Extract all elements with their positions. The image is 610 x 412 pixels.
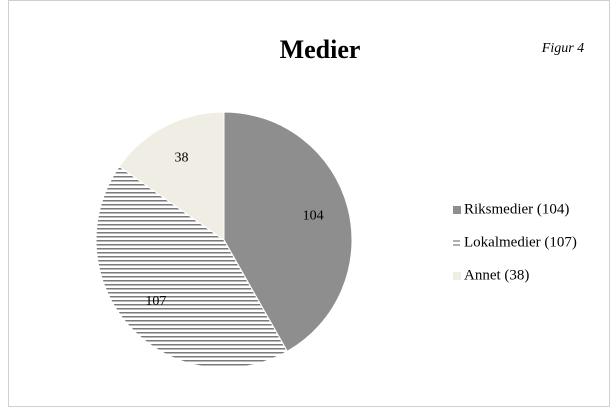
pie-slice	[118, 111, 225, 241]
pie-slice	[223, 111, 353, 352]
legend-marker	[453, 206, 461, 214]
data-label: 38	[174, 150, 188, 165]
legend-label: Riksmedier (104)	[464, 201, 569, 217]
data-label: 107	[145, 294, 166, 309]
legend-label: Annet (38)	[464, 267, 529, 283]
legend-label: Lokalmedier (107)	[464, 234, 577, 250]
data-label: 104	[303, 209, 324, 224]
chart-title: Medier	[280, 35, 361, 64]
figure-annotation: Figur 4	[541, 41, 584, 56]
pie-slice	[95, 165, 288, 369]
legend-marker	[453, 272, 461, 280]
